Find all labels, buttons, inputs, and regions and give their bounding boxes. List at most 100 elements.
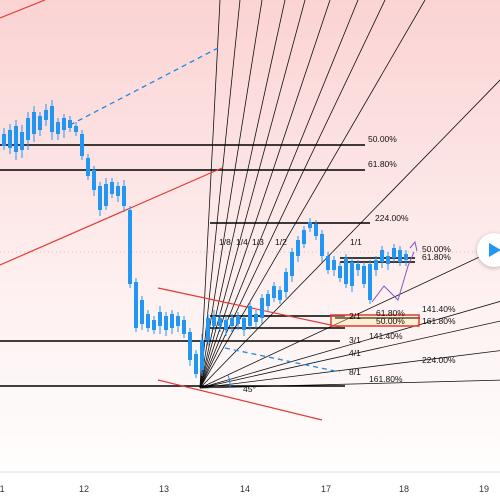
- fib-label: 224.00%: [422, 355, 456, 365]
- candle-body: [188, 332, 192, 360]
- candle-body: [380, 250, 384, 262]
- candle-body: [134, 282, 138, 328]
- candle-body: [152, 320, 156, 330]
- trend-line: [0, 0, 46, 19]
- fib-label: 141.40%: [422, 304, 456, 314]
- x-axis-tick: 14: [240, 484, 250, 494]
- candle-body: [236, 316, 240, 324]
- candle-body: [2, 134, 6, 146]
- projection-path: [371, 251, 415, 303]
- fib-label: 50.00%: [368, 134, 397, 144]
- candle-body: [308, 222, 312, 228]
- candle-body: [56, 122, 60, 134]
- candle-body: [62, 118, 66, 130]
- fan-label: 4/1: [349, 348, 361, 358]
- x-axis-tick: 17: [321, 484, 331, 494]
- candle-body: [332, 260, 336, 270]
- gann-fan-line: [199, 0, 221, 389]
- candle-body: [80, 134, 84, 156]
- fib-label: 61.80%: [368, 159, 397, 169]
- candle-body: [14, 126, 18, 152]
- projection-arrow: [409, 240, 418, 252]
- candle-body: [248, 306, 252, 326]
- candle-body: [272, 286, 276, 298]
- candle-body: [50, 106, 54, 132]
- fan-label: 1/4: [236, 237, 248, 247]
- candle-body: [386, 256, 390, 264]
- candle-body: [44, 110, 48, 120]
- candle-body: [230, 318, 234, 326]
- trend-line: [157, 379, 323, 421]
- fib-label: 141.40%: [369, 331, 403, 341]
- candle-body: [344, 258, 348, 284]
- candle-body: [398, 250, 402, 262]
- candle-body: [182, 320, 186, 334]
- candle-body: [104, 184, 108, 206]
- play-icon: [489, 243, 500, 257]
- x-axis-tick: 11: [0, 484, 5, 494]
- candle-body: [68, 120, 72, 128]
- fan-label: 1/2: [275, 237, 287, 247]
- candle-body: [392, 248, 396, 258]
- candle-body: [314, 224, 318, 236]
- fan-label: 3/1: [349, 335, 361, 345]
- fib-label: 61.80%: [422, 252, 451, 262]
- fan-label: 8/1: [349, 367, 361, 377]
- candle-body: [356, 264, 360, 270]
- x-axis-tick: 12: [79, 484, 89, 494]
- candle-body: [98, 186, 102, 210]
- x-axis-tick: 19: [479, 484, 489, 494]
- x-axis-background: [0, 470, 500, 500]
- fan-label: 1/3: [252, 237, 264, 247]
- candle-body: [224, 320, 228, 330]
- candle-body: [266, 294, 270, 306]
- fib-label: 161.80%: [369, 374, 403, 384]
- fan-label: 1/1: [350, 237, 362, 247]
- candle-body: [362, 266, 366, 284]
- dashed-line: [224, 347, 341, 373]
- candle-body: [116, 186, 120, 196]
- candle-body: [140, 300, 144, 324]
- drawing-lines: [0, 0, 480, 421]
- fib-label: 224.00%: [375, 213, 409, 223]
- trend-line: [0, 167, 223, 266]
- candle-body: [32, 112, 36, 134]
- candle-body: [194, 354, 198, 374]
- candle-body: [242, 318, 246, 330]
- candle-body: [338, 266, 342, 278]
- gann-fan-line: [199, 79, 500, 389]
- candle-body: [302, 230, 306, 244]
- candle-body: [320, 234, 324, 256]
- candle-body: [296, 240, 300, 256]
- candle-body: [284, 272, 288, 292]
- fib-label: 50.00%: [422, 244, 451, 254]
- x-axis-tick: 18: [399, 484, 409, 494]
- gann-fan-line: [199, 246, 500, 389]
- candle-body: [74, 126, 78, 132]
- candle-body: [26, 118, 30, 140]
- candle-body: [86, 158, 90, 176]
- candle-body: [128, 210, 132, 284]
- candle-body: [122, 186, 126, 206]
- candle-body: [176, 316, 180, 326]
- candle-body: [218, 318, 222, 326]
- dashed-line: [69, 47, 219, 126]
- fan-label: 1/8: [219, 237, 231, 247]
- candle-body: [158, 312, 162, 326]
- candle-body: [278, 290, 282, 300]
- candle-body: [146, 314, 150, 328]
- play-button[interactable]: [477, 233, 500, 267]
- fib-label: 50.00%: [376, 316, 405, 326]
- candle-body: [212, 316, 216, 326]
- candle-body: [368, 264, 372, 300]
- candle-body: [200, 340, 204, 370]
- candle-body: [110, 182, 114, 194]
- candle-body: [8, 130, 12, 148]
- fib-label: 61.80%: [376, 308, 405, 318]
- candle-body: [326, 256, 330, 270]
- x-axis-tick: 13: [159, 484, 169, 494]
- gann-fan-line: [199, 301, 500, 389]
- candle-body: [260, 298, 264, 318]
